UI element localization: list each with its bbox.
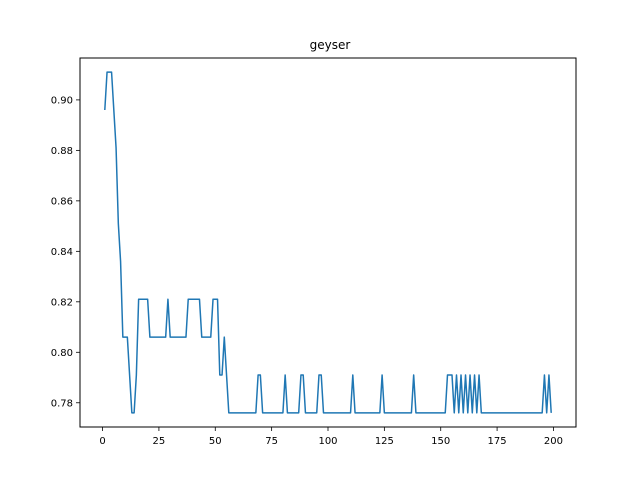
x-tick-label: 100 (318, 436, 337, 447)
y-tick-label: 0.80 (51, 348, 73, 359)
x-tick-label: 0 (99, 436, 105, 447)
y-tick-label: 0.78 (51, 398, 73, 409)
plot-frame (79, 57, 577, 428)
x-axis: 0 25 50 75 100 125 150 175 200 (99, 427, 563, 447)
y-tick-label: 0.84 (51, 247, 73, 258)
y-axis: 0.78 0.80 0.82 0.84 0.86 0.88 0.90 (51, 95, 80, 409)
y-tick-label: 0.82 (51, 297, 73, 308)
y-tick-label: 0.90 (51, 95, 73, 106)
series-line-0 (104, 71, 552, 414)
series-layer (104, 71, 552, 414)
x-tick-label: 150 (431, 436, 450, 447)
y-tick-label: 0.88 (51, 146, 73, 157)
x-tick-label: 75 (265, 436, 278, 447)
x-tick-label: 200 (544, 436, 563, 447)
x-tick-label: 25 (153, 436, 166, 447)
y-tick-label: 0.86 (51, 196, 73, 207)
x-tick-label: 175 (488, 436, 507, 447)
x-tick-label: 50 (209, 436, 222, 447)
chart-title: geyser (310, 38, 351, 52)
x-tick-label: 125 (375, 436, 394, 447)
